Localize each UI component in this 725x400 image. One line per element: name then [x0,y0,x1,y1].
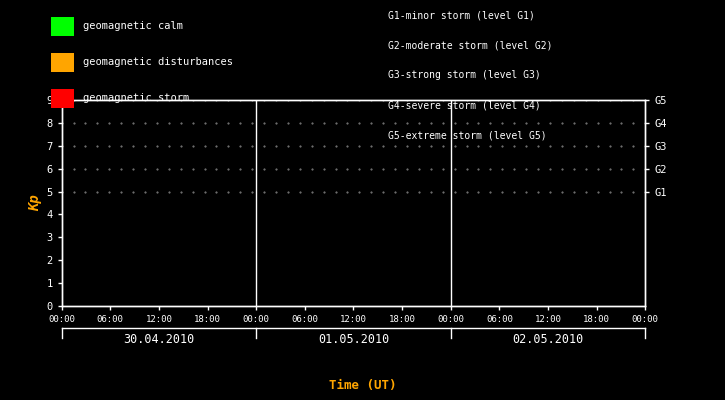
Text: G5-extreme storm (level G5): G5-extreme storm (level G5) [388,130,547,140]
Text: 30.04.2010: 30.04.2010 [123,333,194,346]
Text: G4-severe storm (level G4): G4-severe storm (level G4) [388,100,541,110]
Text: Time (UT): Time (UT) [328,379,397,392]
Text: G1-minor storm (level G1): G1-minor storm (level G1) [388,10,535,20]
Text: G3-strong storm (level G3): G3-strong storm (level G3) [388,70,541,80]
Text: 01.05.2010: 01.05.2010 [318,333,389,346]
Text: 02.05.2010: 02.05.2010 [513,333,584,346]
Text: geomagnetic storm: geomagnetic storm [83,93,190,103]
Text: geomagnetic disturbances: geomagnetic disturbances [83,57,233,67]
Text: G2-moderate storm (level G2): G2-moderate storm (level G2) [388,40,552,50]
Y-axis label: Kp: Kp [28,195,42,211]
Text: geomagnetic calm: geomagnetic calm [83,21,183,31]
